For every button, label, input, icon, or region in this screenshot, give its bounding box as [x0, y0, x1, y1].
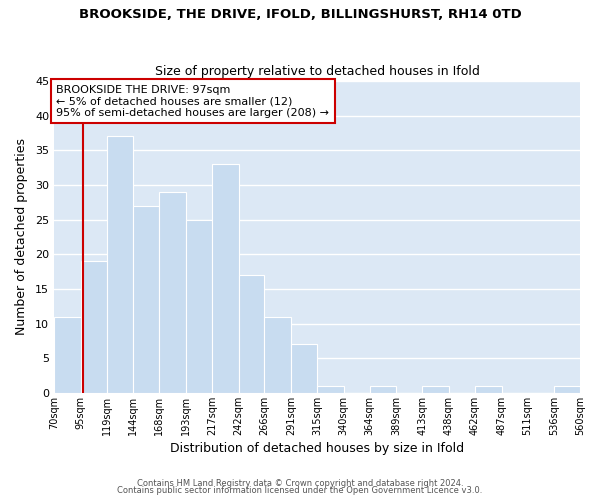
Bar: [186, 220, 212, 393]
Title: Size of property relative to detached houses in Ifold: Size of property relative to detached ho…: [155, 66, 479, 78]
Text: BROOKSIDE THE DRIVE: 97sqm
← 5% of detached houses are smaller (12)
95% of semi-: BROOKSIDE THE DRIVE: 97sqm ← 5% of detac…: [56, 84, 329, 117]
Bar: [107, 136, 133, 393]
Y-axis label: Number of detached properties: Number of detached properties: [15, 138, 28, 336]
Bar: [475, 386, 502, 393]
Bar: [554, 386, 580, 393]
Text: BROOKSIDE, THE DRIVE, IFOLD, BILLINGSHURST, RH14 0TD: BROOKSIDE, THE DRIVE, IFOLD, BILLINGSHUR…: [79, 8, 521, 20]
Bar: [265, 316, 291, 393]
Bar: [133, 206, 159, 393]
Bar: [81, 261, 107, 393]
Bar: [422, 386, 449, 393]
Text: Contains HM Land Registry data © Crown copyright and database right 2024.: Contains HM Land Registry data © Crown c…: [137, 478, 463, 488]
X-axis label: Distribution of detached houses by size in Ifold: Distribution of detached houses by size …: [170, 442, 464, 455]
Bar: [291, 344, 317, 393]
Bar: [239, 275, 265, 393]
Text: Contains public sector information licensed under the Open Government Licence v3: Contains public sector information licen…: [118, 486, 482, 495]
Bar: [317, 386, 344, 393]
Bar: [370, 386, 397, 393]
Bar: [159, 192, 186, 393]
Bar: [212, 164, 239, 393]
Bar: [54, 316, 81, 393]
